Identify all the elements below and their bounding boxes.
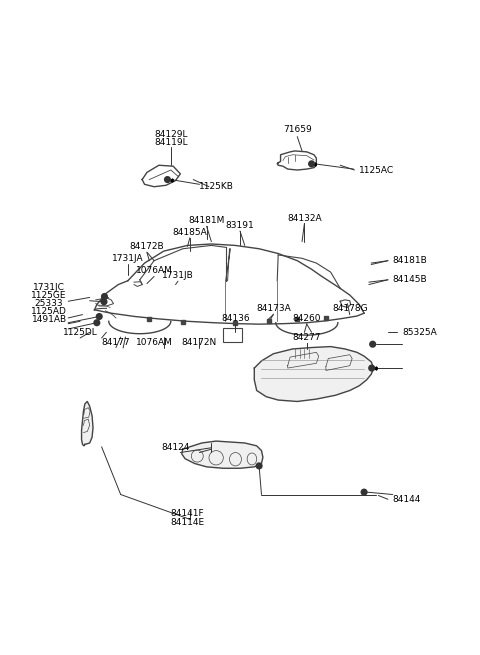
Text: 1731JB: 1731JB: [162, 271, 194, 280]
Text: 84119L: 84119L: [154, 138, 188, 147]
Text: 1491AB: 1491AB: [32, 315, 67, 324]
Text: 84185A: 84185A: [172, 228, 207, 237]
Circle shape: [361, 489, 367, 495]
Text: 84181M: 84181M: [189, 216, 225, 225]
Text: 84136: 84136: [221, 314, 250, 323]
Text: 1125AC: 1125AC: [360, 166, 395, 174]
Text: 84173A: 84173A: [256, 304, 291, 313]
Text: 25333: 25333: [35, 299, 63, 308]
Text: 1731JC: 1731JC: [33, 283, 65, 291]
Text: 1125GE: 1125GE: [31, 291, 67, 300]
Text: 84181B: 84181B: [393, 256, 428, 265]
Text: 84141F: 84141F: [171, 510, 204, 518]
Text: 84132A: 84132A: [287, 214, 322, 223]
Text: 1125KB: 1125KB: [199, 182, 234, 191]
Text: 84114E: 84114E: [170, 517, 204, 527]
Text: 1125AD: 1125AD: [31, 307, 67, 316]
Text: 1731JA: 1731JA: [112, 254, 144, 263]
Circle shape: [370, 341, 375, 347]
Polygon shape: [182, 441, 263, 468]
Circle shape: [96, 314, 102, 320]
Text: 84277: 84277: [293, 333, 321, 342]
Text: 84124: 84124: [161, 443, 190, 451]
Text: 83191: 83191: [226, 221, 254, 230]
Text: 1076AM: 1076AM: [136, 337, 172, 346]
Circle shape: [309, 161, 314, 166]
Circle shape: [101, 299, 107, 305]
Text: 84177: 84177: [102, 337, 130, 346]
Text: 84144: 84144: [393, 495, 421, 504]
Text: 84129L: 84129L: [154, 130, 188, 139]
Text: 84178G: 84178G: [332, 304, 368, 313]
Circle shape: [94, 320, 100, 326]
Text: 1076AM: 1076AM: [136, 266, 172, 275]
Circle shape: [165, 177, 170, 183]
Circle shape: [256, 463, 262, 469]
Text: 1125DL: 1125DL: [63, 328, 97, 337]
Polygon shape: [82, 402, 93, 446]
Text: 71659: 71659: [283, 125, 312, 134]
Text: 84172N: 84172N: [182, 337, 217, 346]
Text: 84260: 84260: [293, 314, 321, 323]
Circle shape: [102, 293, 108, 299]
Circle shape: [369, 365, 374, 371]
Text: 84172B: 84172B: [130, 242, 164, 251]
Text: 84145B: 84145B: [393, 275, 427, 284]
Text: 85325A: 85325A: [402, 328, 437, 337]
Polygon shape: [254, 346, 373, 402]
